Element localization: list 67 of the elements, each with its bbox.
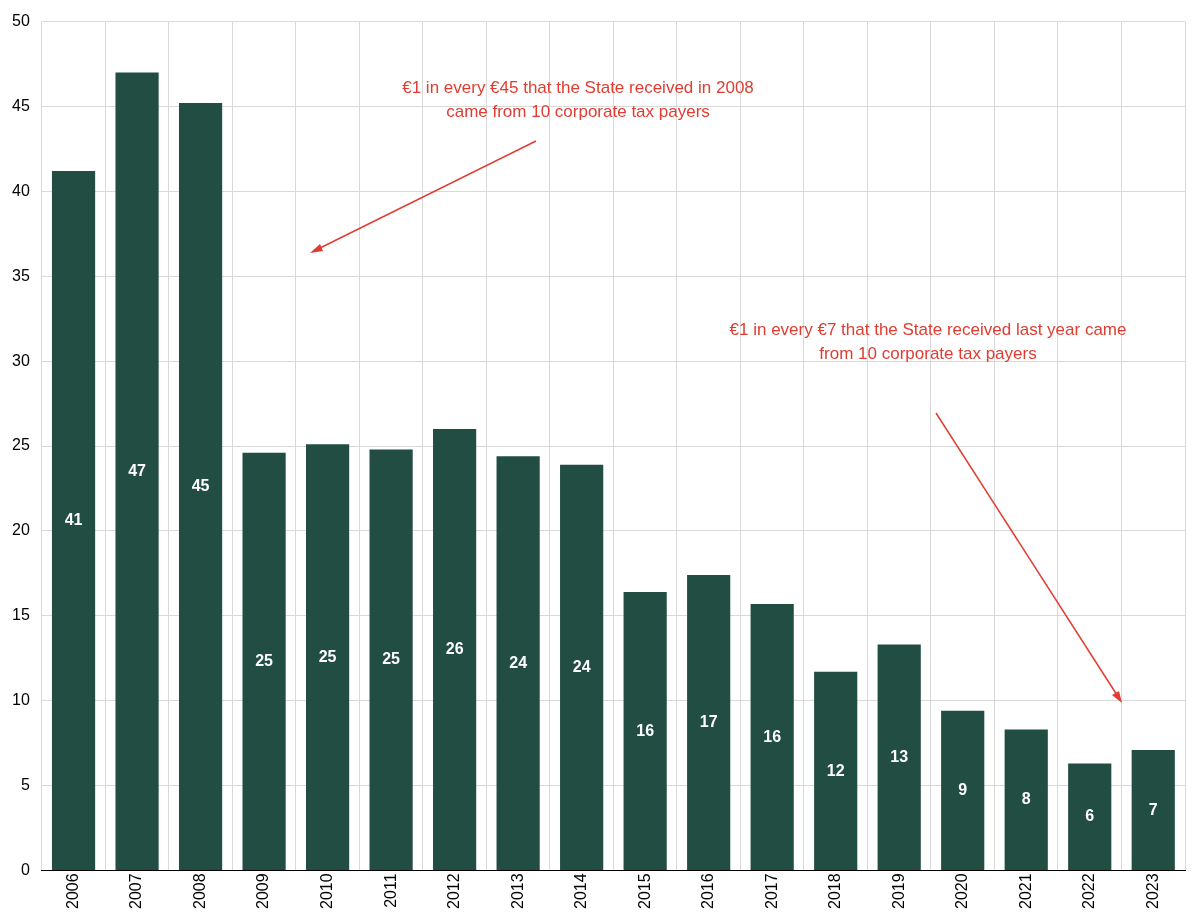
bar [750, 603, 794, 870]
data-label: 9 [958, 781, 968, 799]
x-tick-label: 2014 [572, 873, 590, 909]
y-tick-label: 30 [12, 351, 30, 369]
bar [941, 710, 985, 870]
bar [433, 429, 477, 870]
bar [369, 449, 413, 870]
x-tick-label: 2013 [508, 873, 526, 909]
data-label: 17 [699, 713, 718, 731]
x-tick-label: 2016 [699, 873, 717, 909]
x-tick-label: 2009 [254, 873, 272, 909]
bar [1004, 729, 1048, 870]
data-label: 25 [255, 652, 274, 670]
y-tick-label: 15 [12, 606, 30, 624]
bar [1068, 763, 1112, 870]
data-label: 41 [64, 511, 83, 529]
x-tick-label: 2021 [1016, 873, 1034, 909]
bar [687, 575, 731, 870]
x-tick-label: 2019 [889, 873, 907, 909]
data-label: 6 [1085, 807, 1095, 825]
bar [814, 671, 858, 870]
y-tick-label: 10 [12, 691, 30, 709]
bar [496, 456, 540, 870]
y-tick-label: 45 [12, 96, 30, 114]
data-label: 16 [636, 721, 655, 739]
bar [623, 592, 667, 870]
bar [51, 170, 96, 870]
x-tick-label: 2008 [190, 873, 208, 909]
x-tick-label: 2007 [127, 873, 145, 909]
y-tick-label: 25 [12, 436, 30, 454]
y-tick-label: 50 [12, 12, 30, 30]
data-label: 8 [1021, 790, 1031, 808]
data-label: 12 [826, 761, 845, 779]
y-tick-label: 5 [20, 775, 30, 793]
y-tick-label: 0 [20, 860, 30, 878]
annotation: €1 in every €7 that the State received last year came from 10 corporate tax payers [729, 319, 1127, 363]
data-label: 26 [445, 640, 464, 658]
bar [115, 72, 159, 870]
bar [560, 464, 604, 870]
x-tick-label: 2022 [1080, 873, 1098, 909]
data-label: 7 [1148, 800, 1158, 818]
y-tick-label: 35 [12, 266, 30, 284]
data-label: 25 [382, 650, 401, 668]
annotation: €1 in every €45 that the State received in 2008 came from 10 corporate tax payers [402, 77, 754, 121]
data-label: 24 [572, 657, 591, 675]
data-label: 45 [191, 477, 210, 495]
x-tick-label: 2020 [953, 873, 971, 909]
bar [877, 644, 921, 870]
data-label: 24 [509, 653, 528, 671]
data-label: 25 [318, 647, 337, 665]
x-tick-label: 2018 [826, 873, 844, 909]
data-label: 16 [763, 727, 782, 745]
y-tick-label: 20 [12, 521, 30, 539]
bar [1131, 749, 1175, 870]
x-tick-label: 2012 [445, 873, 463, 909]
x-tick-label: 2023 [1143, 873, 1161, 909]
x-tick-label: 2010 [318, 873, 335, 909]
x-tick-label: 2017 [762, 873, 780, 909]
x-tick-label: 2011 [381, 873, 399, 908]
data-label: 13 [890, 747, 909, 765]
bar [178, 103, 223, 870]
data-label: 47 [128, 461, 147, 479]
bar [306, 444, 350, 870]
x-tick-label: 2015 [635, 873, 653, 909]
x-tick-label: 2006 [63, 873, 81, 909]
y-tick-label: 40 [12, 181, 30, 199]
bar [242, 452, 286, 870]
